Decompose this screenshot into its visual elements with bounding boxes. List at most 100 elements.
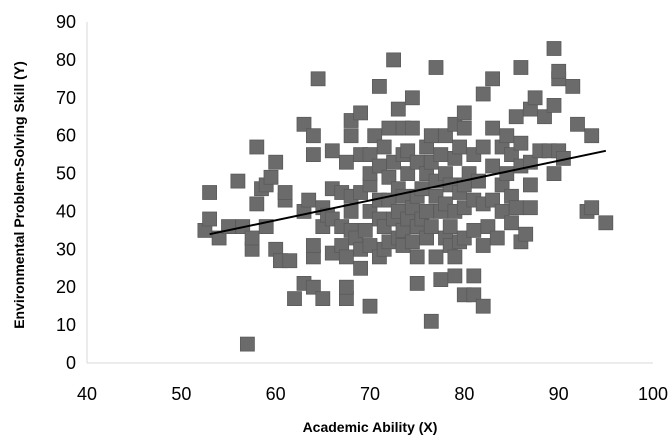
data-point [504, 147, 519, 163]
data-point [480, 219, 496, 235]
data-point [362, 147, 378, 163]
data-point [570, 116, 585, 132]
data-point [305, 238, 321, 253]
data-point [456, 120, 472, 136]
data-point [438, 128, 453, 144]
data-point [475, 86, 491, 102]
data-point [428, 249, 444, 265]
data-point [508, 200, 524, 216]
data-point [423, 313, 439, 329]
data-point [324, 143, 340, 159]
y-tick-label: 90 [56, 12, 76, 32]
data-point [400, 166, 416, 182]
data-point [584, 128, 600, 144]
data-point [376, 139, 392, 155]
data-point [404, 120, 420, 136]
data-point [423, 128, 439, 144]
data-point [367, 128, 383, 144]
data-point [447, 249, 463, 265]
data-point [315, 291, 331, 307]
data-point [230, 173, 246, 189]
data-point [301, 192, 317, 208]
data-point [305, 279, 321, 295]
data-point [546, 166, 562, 182]
x-tick-label: 100 [638, 384, 668, 404]
y-tick-label: 30 [56, 239, 76, 259]
data-point [404, 90, 420, 106]
data-point [485, 158, 501, 174]
data-point [305, 128, 321, 144]
data-point [466, 268, 482, 284]
data-point [442, 219, 458, 235]
y-tick-labels: 0 10 20 30 40 50 60 70 80 90 [56, 12, 76, 373]
data-point [485, 71, 501, 87]
data-point [513, 60, 529, 75]
data-point [386, 52, 402, 68]
x-tick-label: 50 [171, 384, 191, 404]
data-point [527, 90, 543, 106]
x-axis-title: Academic Ability (X) [303, 419, 438, 435]
x-tick-label: 90 [549, 384, 569, 404]
data-point [551, 63, 567, 79]
data-points [197, 41, 614, 352]
x-tick-label: 60 [266, 384, 286, 404]
y-tick-label: 10 [56, 315, 76, 335]
y-tick-label: 0 [66, 353, 76, 373]
data-point [499, 128, 515, 144]
data-point [353, 260, 369, 276]
data-point [518, 226, 534, 242]
data-point [263, 169, 279, 185]
data-point [244, 230, 260, 246]
data-point [598, 215, 614, 231]
data-point [343, 203, 359, 219]
data-point [277, 185, 293, 200]
data-point [513, 135, 529, 151]
data-point [523, 177, 538, 193]
data-point [466, 287, 482, 303]
data-point [268, 154, 284, 170]
data-point [338, 279, 354, 295]
data-point [305, 147, 321, 163]
data-point [404, 234, 420, 250]
data-point [390, 101, 406, 117]
data-point [296, 116, 312, 132]
data-point [409, 249, 425, 265]
data-point [239, 336, 255, 352]
x-tick-label: 40 [77, 384, 97, 404]
data-point [282, 253, 298, 269]
data-point [211, 230, 227, 246]
data-point [381, 120, 397, 136]
y-tick-label: 70 [56, 88, 76, 108]
data-point [338, 249, 354, 265]
data-point [565, 79, 581, 94]
data-point [428, 60, 444, 75]
data-point [419, 203, 435, 219]
data-point [546, 98, 562, 113]
data-point [485, 192, 501, 208]
y-tick-label: 50 [56, 164, 76, 184]
data-point [310, 71, 326, 87]
x-tick-labels: 40 50 60 70 80 90 100 [77, 384, 668, 404]
data-point [447, 268, 463, 284]
data-point [400, 143, 416, 159]
data-point [546, 41, 562, 56]
y-tick-label: 20 [56, 277, 76, 297]
data-point [475, 139, 491, 155]
data-point [202, 211, 218, 227]
trendline [209, 149, 607, 236]
y-tick-label: 40 [56, 201, 76, 221]
y-axis-title: Environmental Problem-Solving Skill (Y) [11, 61, 27, 329]
y-tick-label: 80 [56, 50, 76, 70]
data-point [202, 185, 218, 200]
data-point [338, 154, 354, 170]
data-point [287, 291, 302, 307]
data-point [249, 139, 265, 155]
data-point [508, 109, 524, 125]
x-tick-label: 70 [360, 384, 380, 404]
data-point [485, 120, 501, 136]
data-point [343, 128, 359, 144]
data-point [584, 200, 600, 216]
y-tick-label: 60 [56, 126, 76, 146]
data-point [381, 169, 397, 185]
